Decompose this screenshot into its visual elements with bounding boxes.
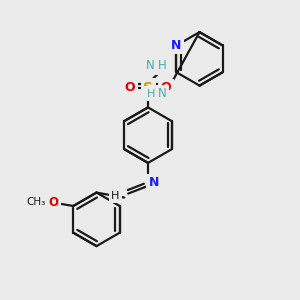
Text: N: N [171,39,182,52]
Text: N: N [158,87,166,100]
Text: S: S [143,81,153,94]
Text: N: N [149,176,159,189]
Text: H: H [158,59,166,72]
Text: O: O [125,81,136,94]
Text: H: H [111,190,119,201]
Text: N: N [146,59,154,72]
Text: O: O [49,196,58,208]
Text: H: H [147,88,155,98]
Text: CH₃: CH₃ [26,197,45,207]
Text: O: O [160,81,171,94]
